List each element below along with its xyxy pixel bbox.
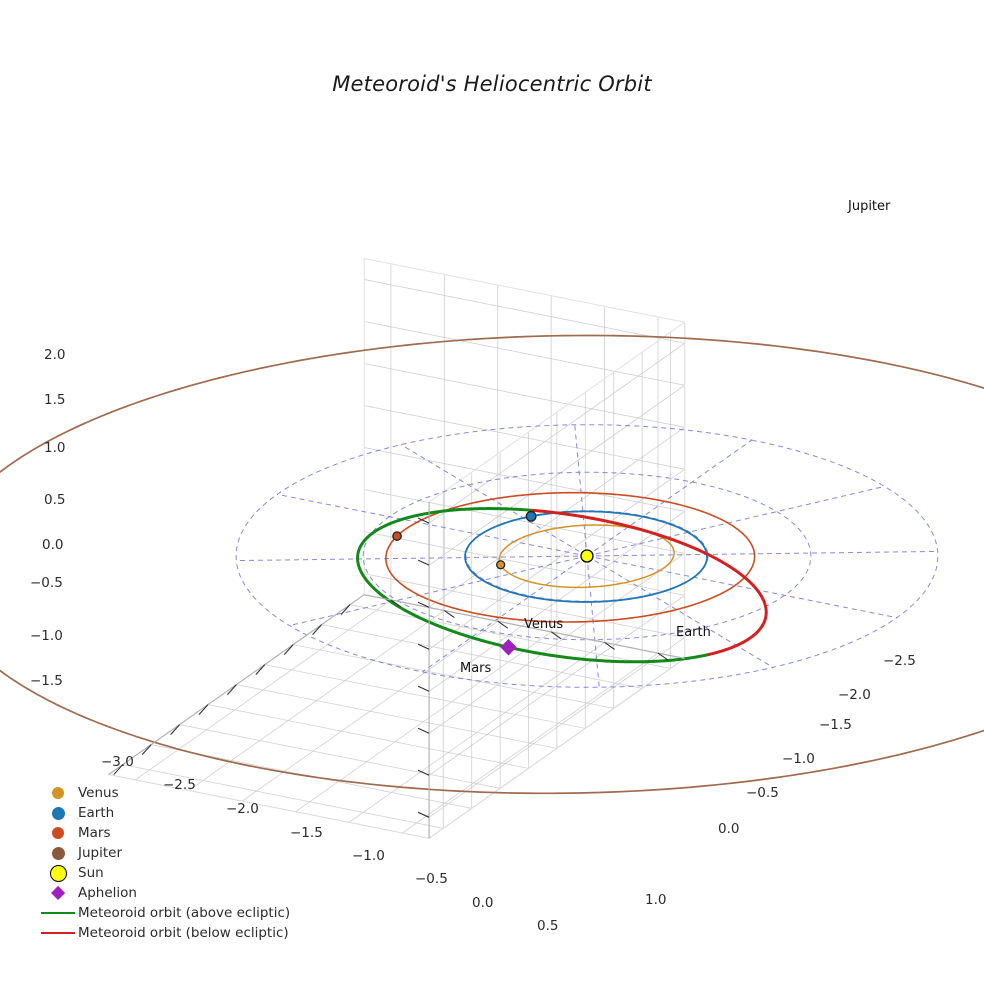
mars-label: Mars: [460, 661, 492, 676]
orbit-curves: [0, 334, 984, 795]
y-axis-tick-label: 0.0: [718, 821, 740, 837]
meteoroid-orbit-below: [613, 521, 768, 657]
legend-item-venus[interactable]: Venus: [38, 783, 338, 803]
z-axis-tick-label: −0.5: [30, 575, 63, 591]
legend-item-label: Sun: [78, 865, 104, 881]
legend-item-label: Earth: [78, 805, 115, 821]
x-axis-tick-label: −2.0: [226, 801, 259, 817]
legend-line-icon: [41, 931, 75, 935]
x-axis-tick-label: −0.5: [415, 871, 448, 887]
y-axis-tick-label: −1.0: [782, 751, 815, 767]
legend-item-label: Jupiter: [78, 845, 123, 861]
aphelion-marker: [500, 639, 517, 656]
legend-item-label: Aphelion: [78, 885, 137, 901]
legend-item-meteoroid[interactable]: Meteoroid orbit (above ecliptic): [38, 903, 338, 923]
y-axis-tick-label: −2.0: [838, 687, 871, 703]
legend-item-label: Mars: [78, 825, 111, 841]
x-axis-tick-label: −2.5: [163, 777, 196, 793]
venus-label: Venus: [524, 617, 564, 632]
y-axis-tick-label: −1.5: [819, 717, 852, 733]
z-axis-tick-label: 1.5: [44, 392, 66, 408]
earth-marker: [525, 510, 537, 522]
legend-line-icon: [41, 911, 75, 915]
legend-dot-icon: [52, 787, 64, 799]
z-axis-tick-label: 1.0: [44, 440, 66, 456]
legend-item-jupiter[interactable]: Jupiter: [38, 843, 338, 863]
legend: Venus Earth Mars Jupiter Sun Aphelion Meteoroi…: [38, 783, 338, 943]
mars-marker: [392, 531, 402, 541]
x-axis-tick-label: −1.0: [352, 848, 385, 864]
earth-label: Earth: [676, 625, 711, 640]
legend-dot-icon: [49, 864, 67, 882]
jupiter-label: Jupiter: [848, 199, 891, 214]
venus-marker: [496, 560, 506, 570]
legend-item-label: Venus: [78, 785, 119, 801]
legend-dot-icon: [51, 846, 65, 860]
legend-item-label: Meteoroid orbit (above ecliptic): [78, 905, 291, 921]
meteoroid-orbit-below: [530, 508, 617, 525]
y-axis-tick-label: −0.5: [746, 785, 779, 801]
jupiter-orbit: [0, 334, 984, 795]
legend-item-mars[interactable]: Mars: [38, 823, 338, 843]
sun-marker: [580, 549, 594, 563]
y-axis-tick-label: −2.5: [883, 653, 916, 669]
x-axis-tick-label: 0.0: [472, 895, 494, 911]
x-axis-tick-label: 1.0: [645, 892, 667, 908]
z-axis-tick-label: 2.0: [44, 347, 66, 363]
body-markers: [392, 510, 594, 656]
x-axis-tick-label: −1.5: [290, 825, 323, 841]
legend-item-sun[interactable]: Sun: [38, 863, 338, 883]
legend-item-earth[interactable]: Earth: [38, 803, 338, 823]
meteoroid-orbit-above: [356, 507, 708, 664]
page-title: Meteoroid's Heliocentric Orbit: [332, 72, 652, 96]
legend-item-label: Meteoroid orbit (below ecliptic): [78, 925, 289, 941]
axis-spines: [108, 502, 685, 839]
legend-diamond-icon: [50, 885, 66, 901]
z-axis-tick-label: −1.0: [30, 628, 63, 644]
legend-dot-icon: [51, 806, 65, 820]
venus-orbit: [498, 524, 675, 589]
legend-dot-icon: [52, 827, 64, 839]
x-axis-tick-label: −3.0: [101, 754, 134, 770]
z-axis-tick-label: −1.5: [30, 673, 63, 689]
legend-item-meteoroid[interactable]: Meteoroid orbit (below ecliptic): [38, 923, 338, 943]
legend-item-aphelion[interactable]: Aphelion: [38, 883, 338, 903]
z-axis-tick-label: 0.5: [44, 492, 66, 508]
mars-orbit: [385, 491, 756, 623]
x-axis-tick-label: 0.5: [537, 918, 559, 934]
z-axis-tick-label: 0.0: [42, 537, 64, 553]
